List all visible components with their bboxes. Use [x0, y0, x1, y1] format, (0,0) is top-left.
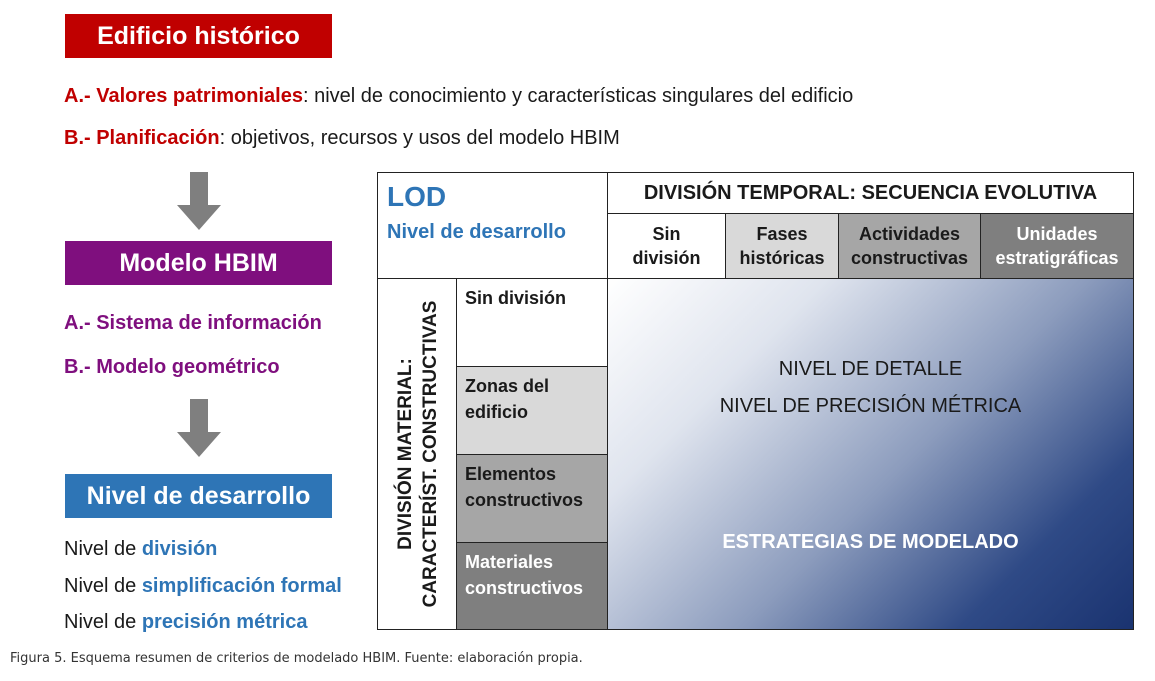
column-header-l1: Sin	[652, 224, 681, 244]
lod-title: LOD	[387, 181, 447, 212]
level-prefix: Nivel de	[64, 538, 142, 560]
column-header: Unidades estratigráficas	[981, 214, 1133, 279]
vertical-header-l1: DIVISIÓN MATERIAL:	[395, 358, 416, 550]
down-arrow-icon	[177, 172, 221, 230]
level-highlight: división	[141, 538, 218, 560]
column-header-l1: Actividades	[858, 224, 961, 244]
label-sistema: A.- Sistema de información	[64, 312, 322, 334]
text-planificacion: : objetivos, recursos y usos del modelo …	[219, 127, 620, 149]
figure-caption: Figura 5. Esquema resumen de criterios d…	[10, 651, 583, 666]
lod-corner-cell: LOD Nivel de desarrollo	[378, 173, 608, 279]
title-edificio: Edificio histórico	[97, 21, 300, 50]
text-valores: : nivel de conocimiento y característica…	[302, 85, 854, 107]
column-header-l2: estratigráficas	[995, 248, 1119, 268]
column-header-l1: Unidades	[1016, 224, 1098, 244]
lod-subtitle: Nivel de desarrollo	[387, 221, 566, 243]
title-box-nivel: Nivel de desarrollo	[65, 474, 332, 518]
line-valores: A.- Valores patrimoniales: nivel de cono…	[64, 85, 853, 108]
column-header-l2: constructivas	[850, 248, 969, 268]
column-header-l2: históricas	[739, 248, 825, 268]
vertical-header-text: DIVISIÓN MATERIAL: CARACTERÍST. CONSTRUC…	[393, 284, 443, 624]
title-modelo: Modelo HBIM	[119, 248, 278, 277]
row-header-l2: edificio	[465, 402, 529, 422]
temporal-header: DIVISIÓN TEMPORAL: SECUENCIA EVOLUTIVA	[608, 173, 1133, 214]
body-detalle: NIVEL DE DETALLE	[778, 358, 963, 380]
line-planificacion: B.- Planificación: objetivos, recursos y…	[64, 127, 620, 150]
row-header-l2: constructivos	[465, 578, 584, 598]
level-highlight: simplificación formal	[141, 575, 342, 597]
row-header: Zonas del edificio	[457, 367, 608, 455]
vertical-header: DIVISIÓN MATERIAL: CARACTERÍST. CONSTRUC…	[378, 279, 457, 629]
row-header: Materiales constructivos	[457, 543, 608, 629]
level-precision: Nivel de precisión métrica	[64, 611, 307, 634]
column-header-l2: división	[632, 248, 701, 268]
label-valores: A.- Valores patrimoniales	[64, 85, 303, 107]
column-header: Fases históricas	[726, 214, 839, 279]
level-division: Nivel de división	[64, 538, 217, 561]
level-highlight: precisión métrica	[141, 611, 308, 633]
row-header: Elementos constructivos	[457, 455, 608, 543]
level-simplificacion: Nivel de simplificación formal	[64, 575, 342, 598]
item-sistema: A.- Sistema de información	[64, 312, 322, 335]
column-header: Sin división	[608, 214, 726, 279]
level-prefix: Nivel de	[64, 575, 142, 597]
body-precision: NIVEL DE PRECISIÓN MÉTRICA	[719, 395, 1022, 417]
title-box-edificio: Edificio histórico	[65, 14, 332, 58]
lod-table: LOD Nivel de desarrollo DIVISIÓN TEMPORA…	[377, 172, 1134, 630]
row-header: Sin división	[457, 279, 608, 367]
gradient-body: NIVEL DE DETALLE NIVEL DE PRECISIÓN MÉTR…	[608, 279, 1133, 629]
row-header-l1: Sin división	[465, 288, 567, 308]
row-header-l1: Zonas del	[465, 376, 550, 396]
level-prefix: Nivel de	[64, 611, 142, 633]
body-estrategias: ESTRATEGIAS DE MODELADO	[722, 531, 1019, 553]
title-nivel: Nivel de desarrollo	[86, 481, 311, 510]
title-box-modelo: Modelo HBIM	[65, 241, 332, 285]
label-planificacion: B.- Planificación	[64, 127, 220, 149]
column-header: Actividades constructivas	[839, 214, 981, 279]
item-geometrico: B.- Modelo geométrico	[64, 356, 280, 379]
column-header-l1: Fases	[756, 224, 808, 244]
down-arrow-icon	[177, 399, 221, 457]
row-header-l1: Materiales	[465, 552, 554, 572]
row-header-l2: constructivos	[465, 490, 584, 510]
temporal-header-text: DIVISIÓN TEMPORAL: SECUENCIA EVOLUTIVA	[643, 181, 1098, 204]
label-geometrico: B.- Modelo geométrico	[64, 356, 280, 378]
vertical-header-l2: CARACTERÍST. CONSTRUCTIVAS	[420, 300, 441, 608]
row-header-l1: Elementos	[465, 464, 557, 484]
